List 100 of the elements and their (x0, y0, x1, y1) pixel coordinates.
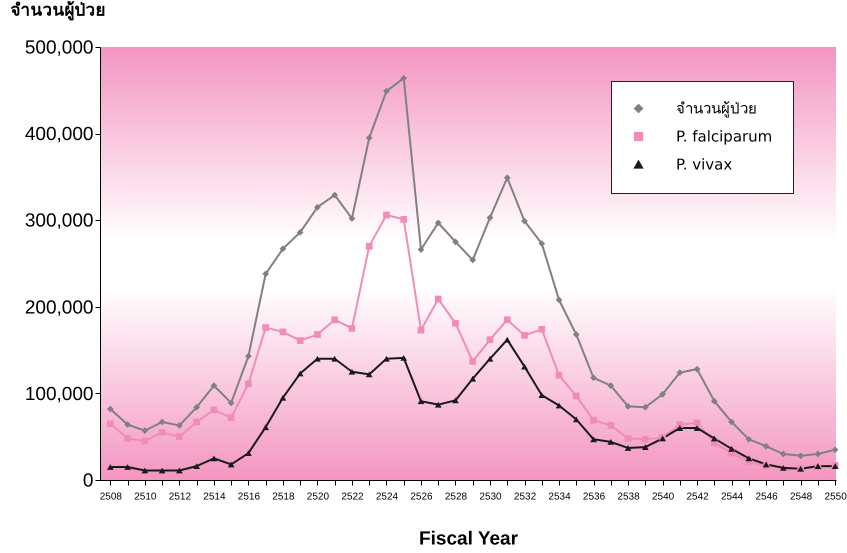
point (676, 425, 684, 431)
point (262, 424, 270, 430)
point (280, 245, 286, 252)
x-tick-label: 2548 (790, 492, 813, 502)
point (572, 392, 580, 400)
point (538, 392, 546, 398)
point (452, 238, 459, 246)
point (331, 356, 338, 362)
point (694, 425, 700, 431)
point (296, 337, 304, 344)
point (158, 468, 166, 474)
point (452, 320, 459, 327)
point (193, 404, 200, 411)
point (124, 435, 131, 442)
point (624, 403, 632, 410)
x-tick-label: 2514 (203, 492, 226, 502)
point (521, 364, 528, 370)
point (556, 372, 562, 379)
x-tick-label: 2532 (514, 492, 537, 502)
point (176, 422, 183, 429)
point (124, 421, 131, 428)
point (624, 435, 632, 442)
x-tick-label: 2518 (272, 492, 295, 502)
point (486, 356, 494, 362)
x-tick-label: 2524 (376, 492, 399, 502)
point (348, 215, 356, 222)
point (262, 270, 270, 278)
point (296, 370, 304, 376)
point (504, 316, 511, 324)
point (348, 368, 356, 375)
point (366, 242, 373, 250)
point (107, 420, 114, 428)
point (746, 455, 752, 462)
x-tick-label: 2522 (341, 492, 364, 502)
point (814, 450, 822, 458)
point (590, 374, 597, 382)
point (193, 418, 200, 426)
point (400, 216, 408, 223)
point (762, 442, 770, 450)
point (521, 218, 528, 224)
point (521, 332, 528, 339)
point (538, 240, 546, 247)
point (780, 464, 787, 471)
point (556, 296, 562, 304)
x-tick-label: 2526 (410, 492, 434, 502)
point (348, 325, 356, 332)
point (314, 204, 321, 211)
point (607, 438, 614, 445)
point (296, 228, 304, 236)
point (590, 436, 597, 442)
point (832, 446, 838, 454)
point (400, 74, 408, 82)
point (504, 174, 511, 182)
point (694, 366, 700, 373)
point (572, 331, 580, 338)
x-tick-label: 2550 (824, 492, 847, 502)
x-tick-label: 2520 (306, 492, 330, 502)
point (142, 438, 148, 444)
point (280, 328, 286, 336)
point (383, 356, 390, 362)
x-tick-label: 2512 (168, 492, 192, 502)
x-tick-label: 2540 (652, 492, 675, 502)
x-tick-label: 2544 (720, 492, 744, 502)
x-tick-label: 2530 (479, 492, 502, 502)
point (314, 331, 321, 338)
point (556, 402, 562, 408)
point (434, 402, 442, 408)
point (245, 352, 252, 360)
point (486, 336, 494, 344)
point (780, 450, 787, 458)
point (710, 398, 718, 405)
point (642, 444, 649, 450)
point (142, 468, 148, 474)
point (434, 219, 442, 226)
x-tick-label: 2536 (582, 492, 606, 502)
point (383, 88, 390, 95)
point (383, 212, 390, 218)
point (210, 406, 218, 414)
point (314, 356, 321, 362)
point (642, 404, 649, 411)
y-tick-label: 500,000 (24, 38, 94, 58)
point (452, 397, 459, 404)
x-tick-label: 2508 (100, 492, 122, 502)
point (676, 369, 684, 376)
x-tick-label: 2546 (755, 492, 778, 502)
point (400, 354, 408, 361)
point (280, 394, 286, 401)
point (228, 414, 235, 421)
point (504, 336, 511, 343)
point (469, 256, 476, 264)
point (538, 326, 546, 333)
x-tick-label: 2516 (238, 492, 260, 502)
point (418, 246, 424, 253)
point (624, 445, 632, 451)
point (694, 419, 700, 426)
point (210, 382, 218, 389)
point (469, 376, 476, 382)
point (642, 436, 649, 443)
point (590, 416, 597, 424)
x-tick-label: 2542 (686, 492, 710, 502)
